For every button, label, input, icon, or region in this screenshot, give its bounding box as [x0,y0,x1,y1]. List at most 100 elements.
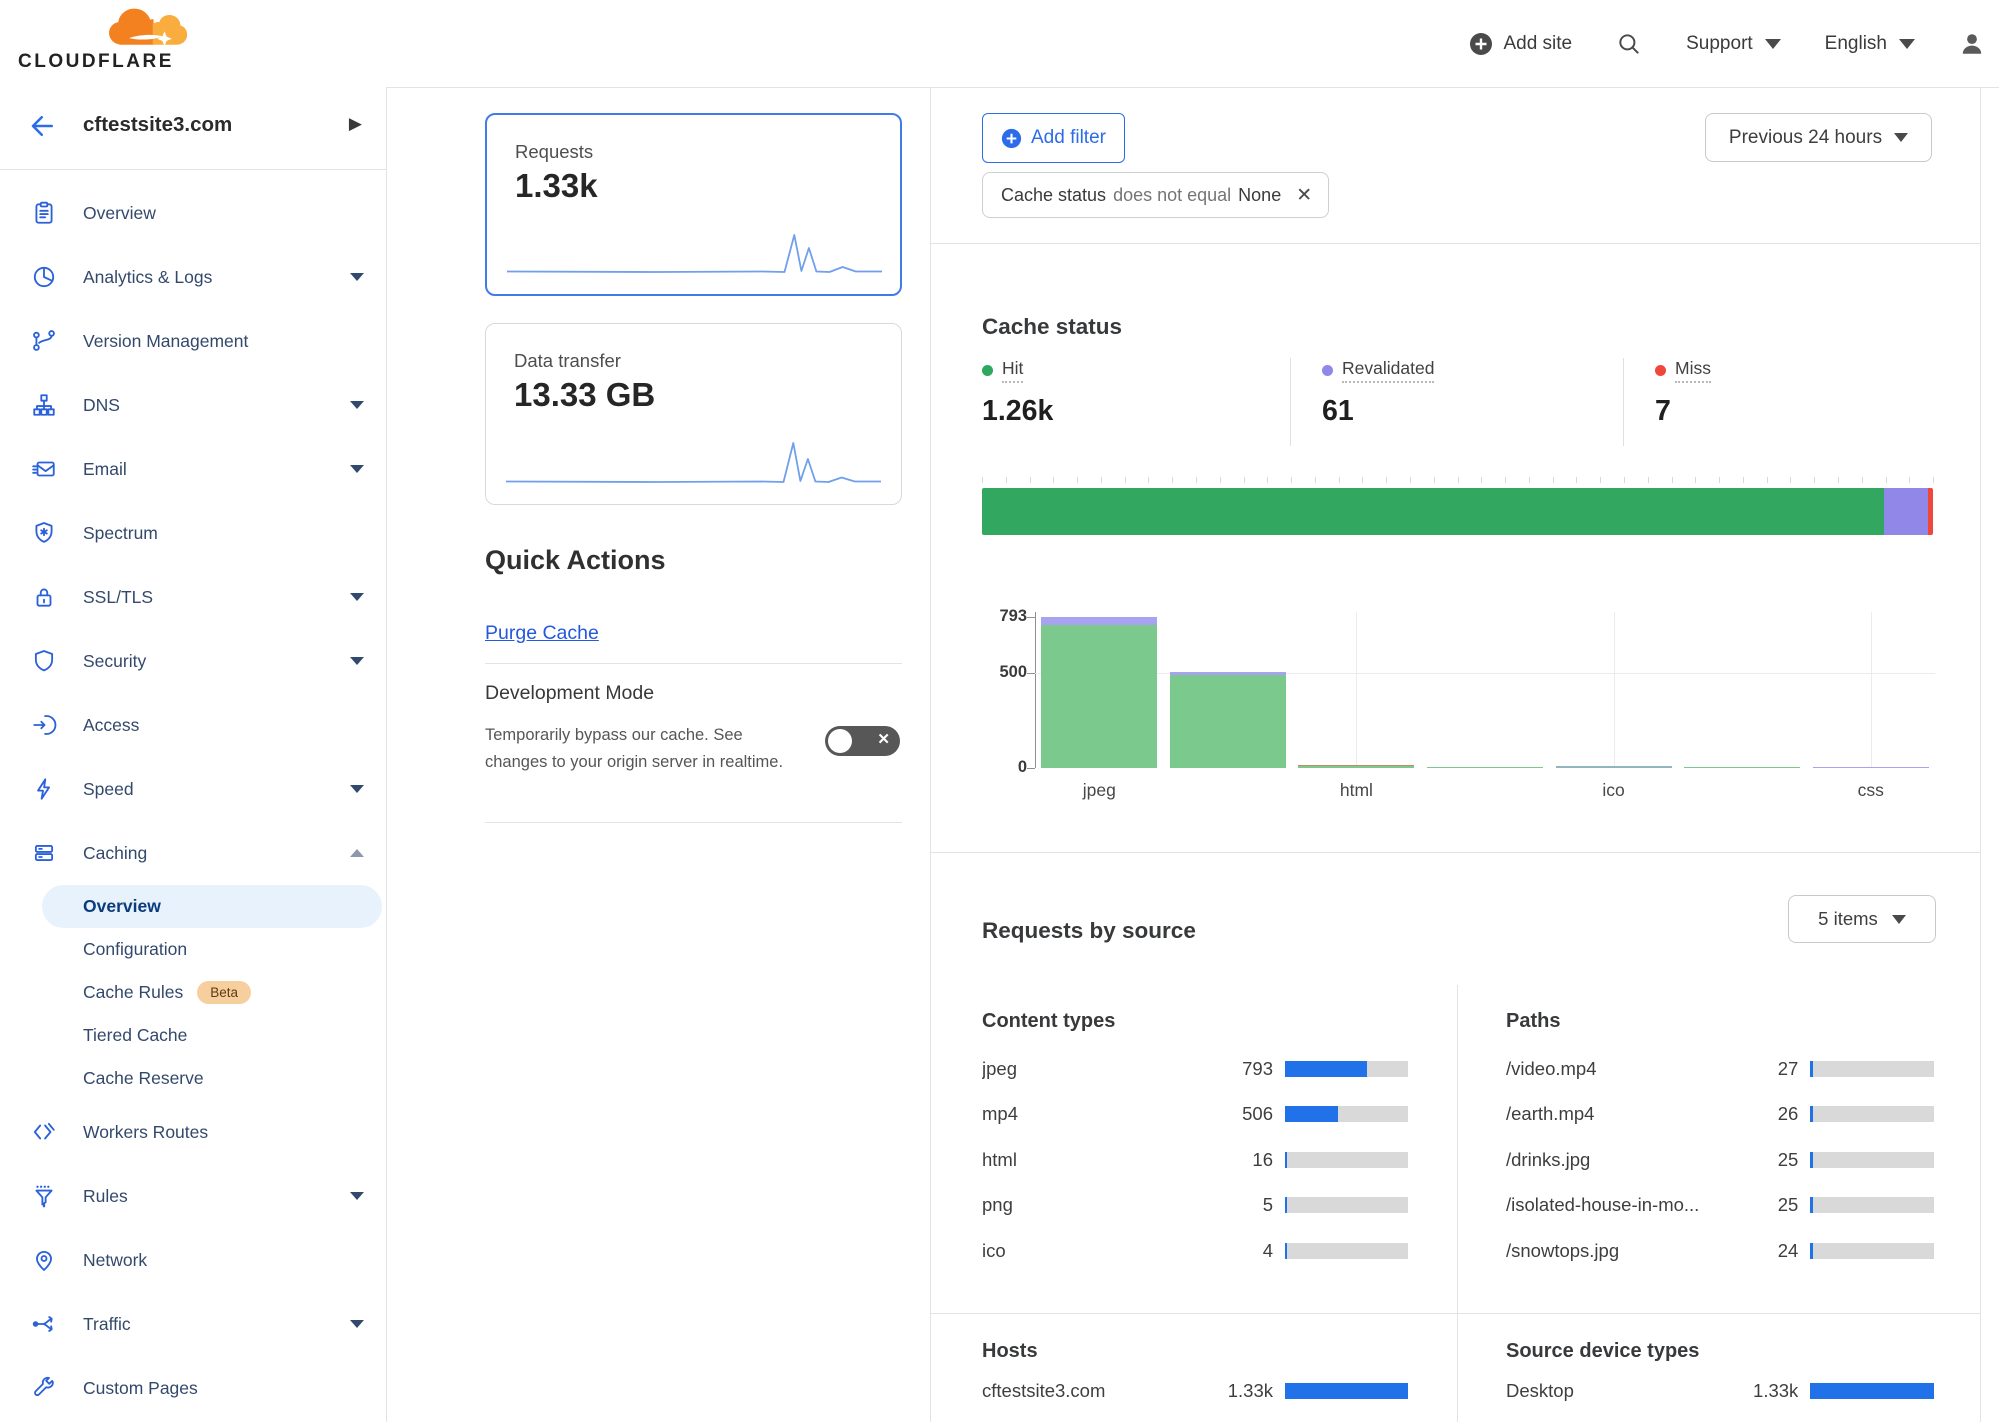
development-mode-toggle[interactable]: ✕ [825,726,900,756]
development-mode-title: Development Mode [485,682,655,704]
map-pin-icon [31,1247,57,1273]
development-mode-divider [485,822,902,823]
sidebar-item-spectrum[interactable]: Spectrum [0,501,386,565]
filter-pill[interactable]: Cache status does not equal None ✕ [982,172,1330,218]
bar-html [1298,765,1415,768]
cloudflare-logo[interactable]: CLOUDFLARE [18,6,188,78]
sidebar-subitem-tiered-cache[interactable]: Tiered Cache [0,1014,386,1057]
sidebar-item-label: Version Management [83,330,249,351]
chevron-right-icon[interactable]: ▶ [348,114,362,133]
paths-heading: Paths [1506,1010,1561,1032]
search-icon [1619,33,1640,54]
sidebar-subitem-label: Cache Reserve [83,1068,204,1088]
requests-sparkline [507,234,882,273]
row-bar-track [1810,1060,1934,1077]
sidebar-item-label: Speed [83,778,134,799]
main-left-divider [930,87,931,1422]
v-gridline [1356,612,1358,768]
legend-item-revalidated: Revalidated 61 [1322,358,1435,428]
data-transfer-metric-card[interactable]: Data transfer 13.33 GB [485,323,902,505]
row-value: 25 [1777,1148,1799,1170]
sidebar-item-ssl-tls[interactable]: SSL/TLS [0,565,386,629]
x-axis-label-ico: ico [1602,780,1625,800]
legend-separator [1623,358,1624,446]
sidebar-item-security[interactable]: Security [0,629,386,693]
row-bar-fill [1285,1151,1288,1168]
row-label: cftestsite3.com [982,1379,1106,1401]
sidebar-item-label: Rules [83,1185,128,1206]
sidebar-item-label: Overview [83,202,156,223]
search-button[interactable] [1616,31,1642,57]
access-icon [31,712,57,738]
y-axis-tick [1027,617,1035,618]
sidebar-item-version-management[interactable]: Version Management [0,309,386,373]
row-value: 27 [1777,1057,1799,1079]
sidebar-subitem-cache-reserve[interactable]: Cache Reserve [0,1057,386,1100]
filter-section-divider [931,243,1980,244]
row-label: png [982,1194,1013,1216]
cache-status-legend: Hit 1.26k Revalidated 61 Miss 7 [982,358,1933,448]
distribution-scale-ticks [982,477,1934,484]
sidebar-item-overview[interactable]: Overview [0,181,386,245]
sidebar-item-workers-routes[interactable]: Workers Routes [0,1100,386,1164]
sidebar-item-caching[interactable]: Caching [0,821,386,885]
add-filter-button[interactable]: Add filter [982,113,1125,163]
requests-metric-card[interactable]: Requests 1.33k [485,113,902,296]
legend-dot-icon [1655,365,1666,376]
sidebar-item-access[interactable]: Access [0,693,386,757]
chevron-down-icon [350,1320,364,1328]
legend-label[interactable]: Revalidated [1342,358,1435,383]
sidebar-subitem-cache-rules[interactable]: Cache Rules Beta [0,971,386,1014]
requests-by-source-title: Requests by source [982,918,1196,943]
row-value: 25 [1777,1194,1799,1216]
sidebar-subitem-caching-configuration[interactable]: Configuration [0,928,386,971]
traffic-split-icon [31,1311,57,1337]
cloudflare-logo-text: CLOUDFLARE [18,51,174,72]
legend-label[interactable]: Miss [1675,358,1711,383]
purge-cache-link[interactable]: Purge Cache [485,622,599,644]
account-menu[interactable] [1959,31,1985,57]
row-label: /isolated-house-in-mo... [1506,1194,1700,1216]
y-axis-label: 793 [999,607,1027,625]
chevron-up-icon [350,849,364,857]
bar-jpeg [1041,617,1158,768]
shield-icon [31,648,57,674]
bolt-icon [31,776,57,802]
time-range-select[interactable]: Previous 24 hours [1705,113,1932,162]
sidebar-item-label: Access [83,714,140,735]
sidebar-item-speed[interactable]: Speed [0,757,386,821]
funnel-icon [31,1183,57,1209]
y-axis-tick [1027,768,1035,769]
legend-dot-icon [982,365,993,376]
language-menu[interactable]: English [1825,33,1915,55]
row-value: 4 [1262,1239,1273,1261]
row-bar-track [1810,1382,1934,1399]
y-axis-tick [1027,672,1035,674]
site-selector-row[interactable]: cftestsite3.com ▶ [0,87,386,170]
sidebar-item-email[interactable]: Email [0,437,386,501]
back-arrow-icon[interactable] [28,111,58,141]
bar-png [1427,767,1543,768]
items-count-select[interactable]: 5 items [1788,895,1936,943]
support-label: Support [1686,32,1753,54]
sidebar-item-rules[interactable]: Rules [0,1164,386,1228]
bar-ico [1555,766,1672,768]
legend-label[interactable]: Hit [1002,358,1024,383]
sidebar-item-network[interactable]: Network [0,1228,386,1292]
remove-filter-icon[interactable]: ✕ [1296,184,1313,206]
time-range-value: Previous 24 hours [1728,126,1883,148]
add-filter-label: Add filter [1031,127,1106,148]
bar-css [1812,767,1929,768]
sidebar-item-traffic[interactable]: Traffic [0,1292,386,1356]
sidebar-subitem-caching-overview[interactable]: Overview [0,885,386,928]
add-site-button[interactable]: Add site [1469,32,1572,56]
sidebar-item-dns[interactable]: DNS [0,373,386,437]
sidebar-item-custom-pages[interactable]: Custom Pages [0,1356,386,1420]
development-mode-description: Temporarily bypass our cache. See change… [485,726,784,771]
distribution-segment-hit [982,488,1885,535]
top-header: CLOUDFLARE Add site Support English [0,0,1999,87]
support-menu[interactable]: Support [1686,33,1781,55]
sidebar-item-analytics-logs[interactable]: Analytics & Logs [0,245,386,309]
requests-label: Requests [515,141,594,162]
envelope-icon [31,456,57,482]
